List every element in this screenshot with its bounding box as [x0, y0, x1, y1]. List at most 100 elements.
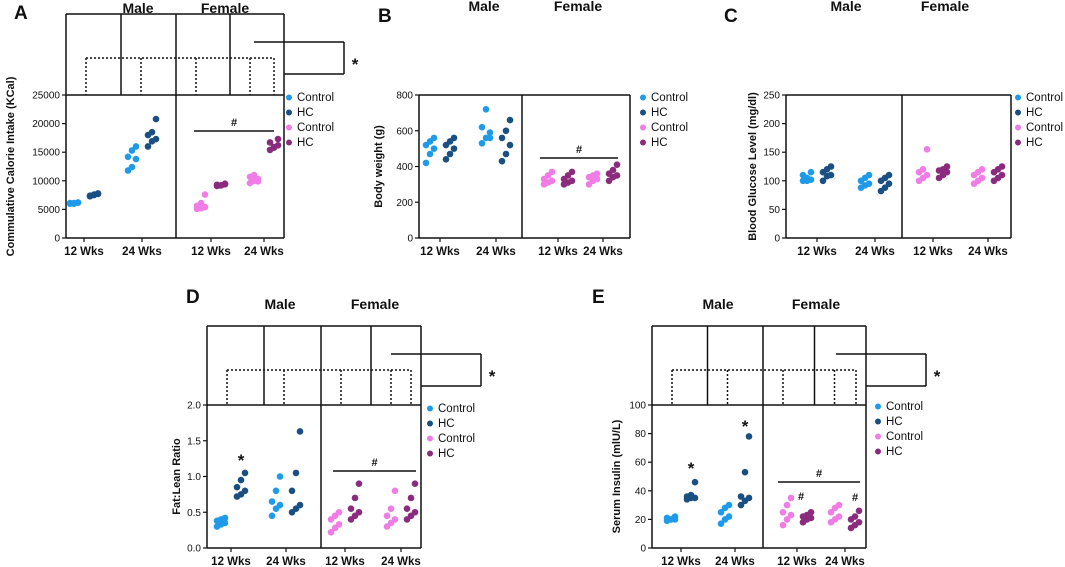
x-category-label: 24 Wks: [583, 246, 623, 258]
legend-marker: [1015, 139, 1021, 146]
legend-label: HC: [297, 107, 314, 119]
panel-label: A: [14, 3, 28, 24]
data-point: [827, 163, 835, 170]
group-label-male: Male: [122, 0, 153, 16]
data-point: [498, 134, 506, 142]
significance-marker: *: [688, 459, 695, 478]
data-point: [237, 476, 245, 484]
data-point: [383, 512, 391, 520]
data-point: [442, 156, 450, 163]
legend-marker: [427, 405, 433, 412]
y-tick-label: 0: [640, 544, 646, 555]
data-point: [486, 129, 494, 136]
y-axis-label: Fat:Lean Ratio: [171, 438, 183, 515]
legend-label: HC: [438, 448, 455, 460]
data-point: [783, 501, 791, 509]
legend-marker: [286, 94, 292, 101]
y-tick-label: 15000: [32, 148, 60, 159]
data-point: [355, 508, 363, 516]
data-point: [327, 528, 335, 536]
group-label-female: Female: [921, 0, 969, 14]
y-tick-label: 0.5: [187, 508, 201, 519]
y-axis-label: Serum Insulin (mlU/L): [611, 419, 623, 533]
significance-marker: *: [352, 55, 359, 74]
y-tick-label: 40: [635, 486, 647, 497]
data-point: [407, 494, 415, 502]
data-point: [568, 168, 576, 176]
data-point: [430, 134, 438, 142]
significance-marker: *: [489, 367, 496, 386]
legend-label: Control: [438, 403, 475, 415]
panel-label: E: [592, 287, 605, 308]
legend-marker: [286, 109, 292, 116]
legend-label: Control: [1026, 92, 1063, 104]
data-point: [835, 501, 843, 509]
data-point: [855, 518, 863, 526]
data-point: [335, 508, 343, 516]
x-category-label: 24 Wks: [825, 556, 865, 567]
legend-marker: [286, 139, 292, 146]
data-point: [201, 203, 209, 211]
x-category-label: 12 Wks: [420, 246, 460, 258]
data-point: [506, 116, 514, 124]
data-point: [144, 143, 152, 150]
data-point: [998, 163, 1006, 170]
data-point: [923, 146, 931, 153]
legend-marker: [1015, 109, 1021, 116]
data-point: [148, 128, 156, 136]
data-point: [132, 155, 140, 163]
data-point: [741, 468, 749, 476]
legend-marker: [1015, 124, 1021, 131]
data-point: [124, 153, 132, 161]
data-point: [355, 480, 363, 487]
legend-marker: [875, 433, 881, 440]
x-category-label: 24 Wks: [855, 246, 895, 258]
x-category-label: 12 Wks: [661, 556, 701, 567]
significance-marker: #: [798, 491, 804, 503]
data-point: [807, 508, 815, 516]
data-point: [268, 498, 276, 505]
data-point: [411, 508, 419, 516]
data-point: [819, 177, 827, 185]
y-tick-label: 20000: [32, 119, 60, 130]
x-category-label: 12 Wks: [777, 556, 817, 567]
data-point: [799, 171, 807, 179]
data-point: [609, 166, 617, 174]
data-point: [391, 516, 399, 523]
legend-label: Control: [438, 433, 475, 445]
data-point: [593, 170, 601, 177]
data-point: [717, 508, 725, 516]
legend-label: Control: [1026, 122, 1063, 134]
data-point: [152, 135, 160, 143]
data-point: [292, 469, 300, 477]
data-point: [391, 487, 399, 495]
significance-marker: *: [742, 417, 749, 436]
data-point: [725, 513, 733, 520]
x-category-label: 12 Wks: [211, 556, 251, 567]
data-point: [478, 123, 486, 131]
data-point: [450, 145, 458, 152]
data-point: [919, 166, 927, 173]
significance-marker: #: [231, 117, 237, 129]
data-point: [482, 106, 490, 113]
data-point: [201, 191, 209, 198]
data-point: [548, 177, 556, 185]
legend-marker: [640, 124, 646, 131]
legend-label: HC: [1026, 137, 1043, 149]
data-point: [835, 513, 843, 520]
legend-marker: [286, 124, 292, 131]
legend-label: Control: [886, 401, 923, 413]
x-category-label: 24 Wks: [715, 556, 755, 567]
data-point: [827, 508, 835, 516]
data-point: [128, 163, 136, 171]
data-point: [446, 150, 454, 158]
x-category-label: 24 Wks: [122, 246, 162, 258]
legend-marker: [1015, 94, 1021, 101]
legend-label: HC: [651, 137, 668, 149]
data-point: [478, 139, 486, 147]
legend-marker: [427, 420, 433, 427]
data-point: [687, 491, 695, 499]
data-point: [827, 171, 835, 179]
legend-label: Control: [297, 122, 334, 134]
data-point: [250, 171, 258, 179]
